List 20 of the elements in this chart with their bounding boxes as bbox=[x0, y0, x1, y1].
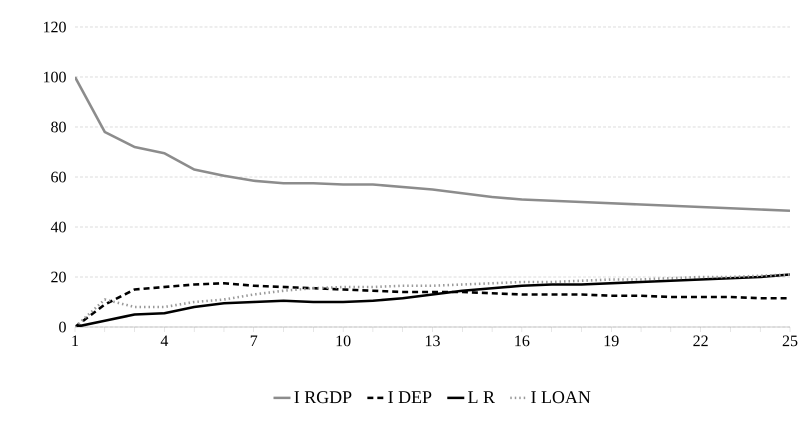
y-tick-label: 0 bbox=[59, 322, 66, 332]
x-tick-label: 19 bbox=[604, 336, 619, 346]
x-tick-label: 10 bbox=[336, 336, 350, 346]
legend-label: I RGDP bbox=[294, 391, 352, 404]
y-tick-label: 80 bbox=[51, 122, 66, 132]
x-tick-label: 7 bbox=[250, 336, 258, 346]
x-tick-label: 25 bbox=[782, 336, 798, 346]
y-tick-label: 20 bbox=[51, 272, 66, 282]
y-tick-label: 60 bbox=[51, 172, 66, 182]
x-tick-label: 22 bbox=[693, 336, 708, 346]
legend-label: I DEP bbox=[388, 391, 432, 404]
x-tick-label: 4 bbox=[160, 336, 168, 346]
y-tick-label: 120 bbox=[44, 22, 66, 32]
legend-label: I LOAN bbox=[531, 391, 590, 404]
x-tick-label: 13 bbox=[426, 336, 440, 346]
y-tick-label: 40 bbox=[50, 222, 66, 232]
x-tick-label: 1 bbox=[72, 336, 78, 346]
legend-label: L R bbox=[468, 391, 495, 403]
x-tick-label: 16 bbox=[515, 336, 530, 346]
y-tick-label: 100 bbox=[44, 72, 66, 82]
